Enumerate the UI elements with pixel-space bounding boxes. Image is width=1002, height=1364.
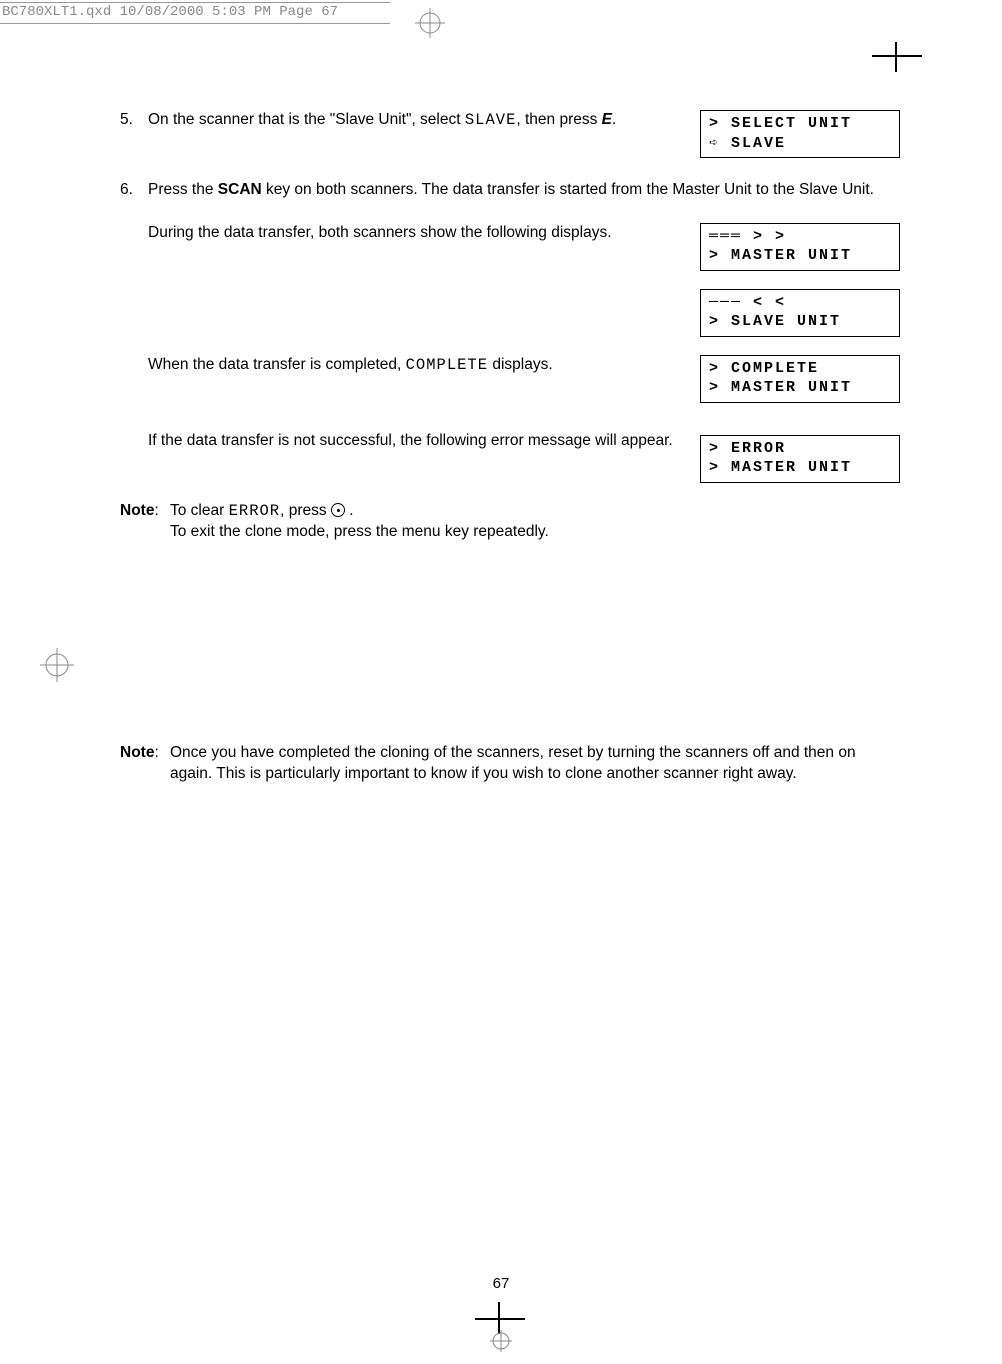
lcd-select-unit: > SELECT UNIT ➪ SLAVE (700, 110, 900, 158)
crop-mark-top-h (872, 55, 922, 57)
note2-sep: : (154, 744, 158, 761)
s6-t1: Press the (148, 181, 218, 198)
s6-t2: key on both scanners. The data transfer … (262, 181, 874, 198)
step6-sub3: If the data transfer is not successful, … (148, 421, 900, 483)
note2-label: Note: (120, 743, 170, 785)
lcd-line: > SLAVE UNIT (709, 312, 891, 332)
header-file-info: BC780XLT1.qxd 10/08/2000 5:03 PM Page 67 (2, 4, 338, 20)
sub2-text: When the data transfer is completed, COM… (148, 355, 700, 376)
lcd-line: > COMPLETE (709, 359, 891, 379)
sub2-t1: When the data transfer is completed, (148, 356, 406, 373)
lcd-line: > MASTER UNIT (709, 458, 891, 478)
registration-mark-bottom (490, 1330, 512, 1352)
lcd-line: ═══ > > (709, 227, 891, 247)
note2-label-text: Note (120, 744, 154, 761)
step-6-text: Press the SCAN key on both scanners. The… (148, 180, 900, 201)
note2-body: Once you have completed the cloning of t… (170, 743, 900, 785)
lcd-master-transfer: ═══ > > > MASTER UNIT (700, 223, 900, 271)
print-header: BC780XLT1.qxd 10/08/2000 5:03 PM Page 67 (0, 0, 550, 28)
lcd-line: > MASTER UNIT (709, 378, 891, 398)
lcd-slave-transfer: ─── < < > SLAVE UNIT (700, 289, 900, 337)
lcd-line: > SELECT UNIT (709, 114, 891, 134)
page-number: 67 (0, 1275, 1002, 1292)
step5-t2: , then press (516, 111, 601, 128)
note1-label-text: Note (120, 502, 154, 519)
crop-mark-top-v (895, 42, 897, 72)
note1-body: To clear ERROR, press . To exit the clon… (170, 501, 549, 543)
note-1: Note: To clear ERROR, press . To exit th… (120, 501, 900, 543)
crop-mark-bottom-h (475, 1318, 525, 1320)
step5-mono: SLAVE (465, 111, 517, 129)
step6-sub1: During the data transfer, both scanners … (148, 223, 900, 337)
step5-t1: On the scanner that is the "Slave Unit",… (148, 111, 465, 128)
registration-mark-top (415, 8, 445, 38)
lcd-complete: > COMPLETE > MASTER UNIT (700, 355, 900, 403)
n1-mono: ERROR (229, 502, 281, 520)
step-5: 5. On the scanner that is the "Slave Uni… (120, 110, 900, 158)
lcd-line: ─── < < (709, 293, 891, 313)
step-5-text: On the scanner that is the "Slave Unit",… (148, 110, 700, 131)
sub1-text: During the data transfer, both scanners … (148, 223, 700, 244)
n1-t3: . (349, 502, 353, 519)
step-6: 6. Press the SCAN key on both scanners. … (120, 180, 900, 201)
sub3-text: If the data transfer is not successful, … (148, 421, 700, 452)
page-content: 5. On the scanner that is the "Slave Uni… (120, 110, 900, 785)
sub2-mono: COMPLETE (406, 356, 488, 374)
note1-label: Note: (120, 501, 170, 543)
lcd-line: > ERROR (709, 439, 891, 459)
s6-scan-key: SCAN (218, 181, 262, 198)
n1-t1: To clear (170, 502, 229, 519)
circle-dot-icon (331, 503, 345, 517)
n1-t2: , press (280, 502, 331, 519)
step6-sub2: When the data transfer is completed, COM… (148, 355, 900, 403)
sub2-t2: displays. (488, 356, 553, 373)
note-2: Note: Once you have completed the clonin… (120, 743, 900, 785)
lcd-line: ➪ SLAVE (709, 134, 891, 154)
n1-line2: To exit the clone mode, press the menu k… (170, 522, 549, 543)
lcd-error: > ERROR > MASTER UNIT (700, 435, 900, 483)
lcd-line: > MASTER UNIT (709, 246, 891, 266)
step-6-number: 6. (120, 180, 148, 201)
step-5-number: 5. (120, 110, 148, 158)
registration-mark-left (40, 648, 74, 682)
step5-key-e: E (602, 111, 612, 128)
note1-sep: : (154, 502, 158, 519)
step5-t3: . (612, 111, 616, 128)
